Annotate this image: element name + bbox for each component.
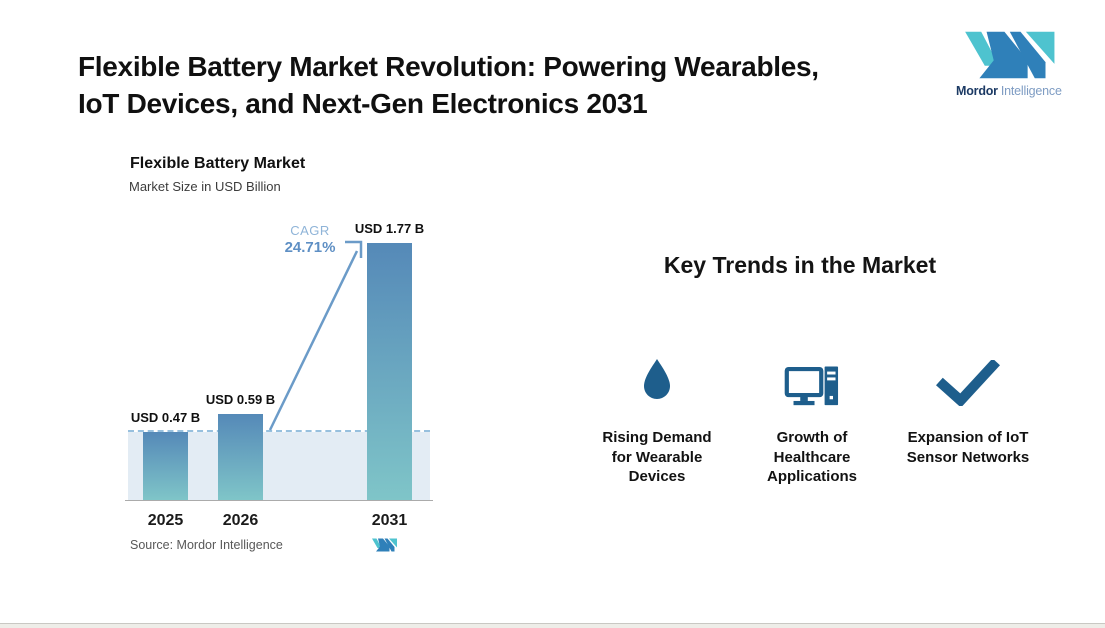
source-row: Source: Mordor Intelligence bbox=[130, 536, 398, 554]
x-tick-2031: 2031 bbox=[371, 512, 408, 529]
trend-item-iot: Expansion of IoT Sensor Networks bbox=[888, 348, 1048, 467]
bar-chart-plot: USD 0.47 B USD 0.59 B USD 1.77 B CAGR 24… bbox=[125, 210, 433, 529]
cagr-label: CAGR bbox=[290, 223, 330, 238]
source-text: Source: Mordor Intelligence bbox=[130, 538, 283, 552]
trend-item-wearables: Rising Demand for Wearable Devices bbox=[592, 348, 722, 487]
desktop-computer-icon bbox=[784, 366, 839, 406]
chart-subtitle: Market Size in USD Billion bbox=[129, 179, 281, 194]
x-tick-2026: 2026 bbox=[222, 512, 259, 529]
x-axis-line bbox=[125, 500, 433, 501]
trend-label-iot: Expansion of IoT Sensor Networks bbox=[906, 429, 1030, 466]
mordor-intelligence-mini-logo-icon bbox=[372, 538, 397, 552]
bar-2025 bbox=[143, 432, 188, 500]
page-title-line-1: Flexible Battery Market Revolution: Powe… bbox=[78, 51, 819, 82]
checkmark-icon bbox=[936, 360, 1000, 406]
water-drop-icon bbox=[644, 359, 670, 399]
bottom-edge-strip bbox=[0, 624, 1105, 628]
bar-2031 bbox=[367, 243, 412, 500]
reference-dashed-line bbox=[128, 430, 430, 432]
brand-logo: Mordor Intelligence bbox=[956, 30, 1066, 98]
bar-value-2026: USD 0.59 B bbox=[205, 392, 276, 407]
mordor-intelligence-logo-icon bbox=[965, 31, 1055, 79]
bar-value-2025: USD 0.47 B bbox=[130, 410, 201, 425]
chart-title: Flexible Battery Market bbox=[130, 155, 306, 172]
brand-name-light: Intelligence bbox=[1000, 84, 1062, 98]
page-title-line-2: IoT Devices, and Next-Gen Electronics 20… bbox=[78, 88, 648, 119]
bar-2026 bbox=[218, 414, 263, 500]
trend-label-healthcare: Growth of Healthcare Applications bbox=[766, 429, 857, 485]
trend-item-healthcare: Growth of Healthcare Applications bbox=[757, 348, 867, 487]
cagr-value: 24.71% bbox=[284, 239, 336, 256]
trend-label-wearables: Rising Demand for Wearable Devices bbox=[602, 429, 712, 485]
bottom-edge-line bbox=[0, 623, 1105, 624]
bar-value-2031: USD 1.77 B bbox=[354, 221, 425, 236]
cagr-annotation: CAGR 24.71% bbox=[275, 223, 345, 256]
trends-heading: Key Trends in the Market bbox=[663, 252, 937, 278]
brand-name-bold: Mordor bbox=[956, 84, 998, 98]
brand-name: Mordor Intelligence bbox=[956, 84, 1066, 98]
x-tick-2025: 2025 bbox=[147, 512, 184, 529]
page-title: Flexible Battery Market Revolution: Powe… bbox=[78, 48, 819, 122]
